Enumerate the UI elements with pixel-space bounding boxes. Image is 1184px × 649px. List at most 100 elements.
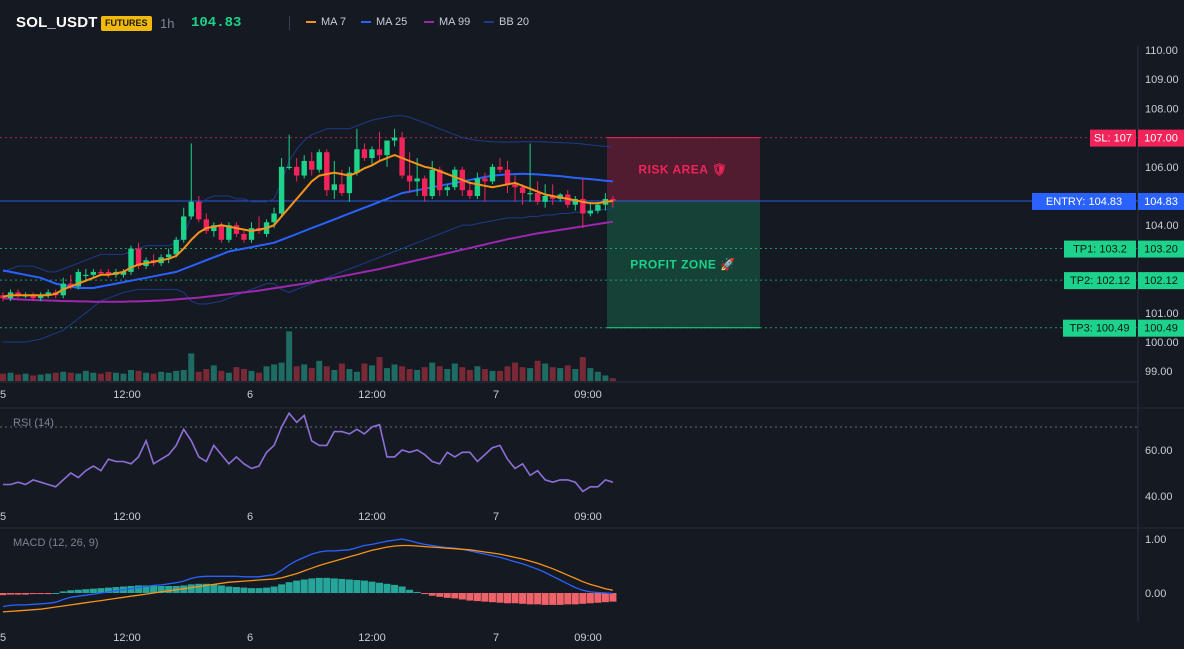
volume-bar bbox=[120, 373, 127, 381]
time-tick-label: 5 bbox=[0, 389, 6, 401]
candle-body bbox=[429, 169, 435, 196]
volume-bar bbox=[579, 357, 586, 381]
volume-bar bbox=[406, 369, 413, 381]
macd-histogram-bar bbox=[609, 593, 617, 602]
candle-body bbox=[519, 187, 526, 194]
macd-histogram-bar bbox=[150, 585, 158, 593]
macd-histogram-bar bbox=[104, 587, 112, 593]
legend-ma7[interactable]: MA 7 bbox=[306, 16, 346, 28]
volume-bar bbox=[165, 372, 172, 381]
volume-bar bbox=[256, 372, 263, 381]
macd-histogram-bar bbox=[217, 585, 225, 593]
candle-body bbox=[173, 239, 179, 255]
macd-histogram-bar bbox=[330, 578, 338, 593]
symbol-label[interactable]: SOL_USDT bbox=[16, 14, 98, 31]
legend-label: MA 25 bbox=[376, 16, 408, 28]
candle-body bbox=[135, 248, 142, 267]
volume-bar bbox=[0, 373, 6, 381]
macd-histogram-bar bbox=[511, 593, 519, 604]
macd-histogram-bar bbox=[285, 582, 293, 593]
volume-bar bbox=[338, 363, 345, 381]
volume-bar bbox=[481, 369, 488, 381]
macd-histogram-bar bbox=[315, 577, 323, 593]
time-tick-label: 6 bbox=[247, 389, 253, 401]
candle-body bbox=[271, 213, 277, 223]
level-axis-tag-0 bbox=[1138, 129, 1184, 147]
macd-histogram-bar bbox=[391, 584, 399, 593]
macd-tick-label: 1.00 bbox=[1145, 534, 1166, 546]
macd-histogram-bar bbox=[112, 587, 120, 593]
volume-bar bbox=[504, 366, 511, 381]
candle-body bbox=[406, 175, 413, 182]
macd-line bbox=[2, 538, 613, 608]
level-axis-tag-2 bbox=[1138, 240, 1184, 258]
candle-body bbox=[286, 166, 292, 168]
volume-bar bbox=[316, 360, 323, 381]
volume-bar bbox=[135, 370, 142, 381]
level-badge-label: SL: 107 bbox=[1094, 133, 1132, 145]
volume-bar bbox=[496, 370, 503, 381]
volume-bar bbox=[368, 365, 375, 381]
candle-body bbox=[595, 204, 601, 211]
candle-body bbox=[98, 271, 104, 274]
time-tick-label: 12:00 bbox=[358, 511, 386, 523]
candle-body bbox=[512, 184, 518, 188]
level-badge-label: TP1: 103.2 bbox=[1073, 244, 1127, 256]
futures-badge: FUTURES bbox=[101, 16, 152, 31]
macd-histogram-bar bbox=[0, 593, 7, 596]
candle-body bbox=[542, 196, 548, 202]
macd-histogram-bar bbox=[526, 593, 534, 605]
level-axis-value: 102.12 bbox=[1144, 275, 1178, 287]
volume-bar bbox=[429, 362, 436, 381]
level-axis-value: 100.49 bbox=[1144, 323, 1178, 335]
macd-histogram-bar bbox=[571, 593, 579, 605]
legend-bb20[interactable]: BB 20 bbox=[484, 16, 529, 28]
macd-histogram-bar bbox=[240, 587, 248, 593]
candle-body bbox=[105, 271, 112, 275]
candle-body bbox=[30, 295, 36, 299]
macd-histogram-bar bbox=[564, 593, 572, 605]
price-tick-label: 101.00 bbox=[1145, 308, 1179, 320]
macd-signal-line bbox=[2, 544, 614, 613]
legend-swatch bbox=[361, 21, 371, 23]
volume-bar bbox=[195, 371, 202, 381]
volume-bar bbox=[233, 367, 240, 381]
legend-ma99[interactable]: MA 99 bbox=[424, 16, 470, 28]
volume-bar bbox=[444, 369, 451, 381]
volume-bar bbox=[286, 331, 293, 381]
time-tick-label: 12:00 bbox=[358, 632, 386, 644]
macd-histogram-bar bbox=[353, 580, 361, 593]
volume-bar bbox=[301, 364, 308, 381]
candle-body bbox=[467, 190, 473, 196]
macd-histogram-bar bbox=[586, 593, 594, 604]
volume-bar bbox=[278, 362, 285, 381]
time-tick-label: 12:00 bbox=[113, 511, 141, 523]
legend-label: MA 99 bbox=[439, 16, 471, 28]
macd-histogram-bar bbox=[488, 593, 496, 603]
volume-bar bbox=[451, 363, 458, 381]
volume-bar bbox=[150, 373, 157, 381]
candle-body bbox=[361, 149, 368, 159]
level-badge-2 bbox=[1064, 240, 1136, 258]
level-badge-label: TP3: 100.49 bbox=[1070, 323, 1130, 335]
timeframe-selector[interactable]: 1h bbox=[160, 16, 175, 31]
price-tick-label: 99.00 bbox=[1145, 366, 1173, 378]
volume-bar bbox=[75, 373, 82, 381]
legend-ma25[interactable]: MA 25 bbox=[361, 16, 407, 28]
candle-body bbox=[369, 149, 375, 159]
macd-histogram-bar bbox=[451, 593, 459, 599]
macd-histogram-bar bbox=[97, 588, 105, 593]
candle-body bbox=[293, 166, 300, 176]
rsi-line bbox=[3, 411, 614, 493]
ma7-line bbox=[2, 154, 614, 298]
volume-bar bbox=[414, 369, 421, 381]
macd-histogram-bar bbox=[82, 589, 90, 593]
candle-body bbox=[339, 184, 345, 194]
volume-bar bbox=[90, 372, 97, 381]
level-axis-value: 103.20 bbox=[1144, 244, 1178, 256]
macd-histogram-bar bbox=[255, 588, 263, 593]
candle-body bbox=[391, 137, 398, 141]
volume-bar bbox=[594, 371, 601, 381]
candle-body bbox=[128, 248, 134, 272]
